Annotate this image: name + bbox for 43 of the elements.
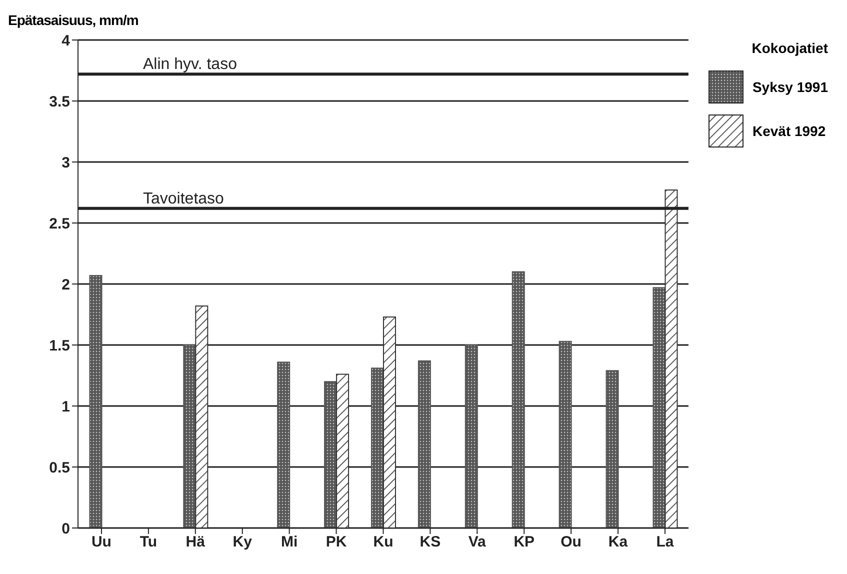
- y-tick-label: 3: [62, 154, 70, 172]
- x-tick-label: Tu: [140, 534, 158, 551]
- y-tick-label: 1.5: [49, 337, 70, 354]
- bar: [195, 305, 208, 528]
- x-tick-label: Hä: [186, 534, 206, 551]
- ref-line-label: Alin hyv. taso: [143, 56, 238, 74]
- y-tick-label: 1: [62, 398, 70, 416]
- y-tick-label: 2: [62, 276, 70, 294]
- ref-line-label: Tavoitetaso: [143, 190, 224, 208]
- x-tick-label: Va: [468, 534, 487, 551]
- y-tick-label: 4: [62, 32, 71, 50]
- legend-title: Kokoojatiet: [750, 40, 828, 56]
- bar: [183, 344, 196, 528]
- x-tick-label: Ka: [608, 534, 628, 551]
- bar: [664, 190, 678, 528]
- bar: [336, 374, 350, 528]
- bar: [558, 340, 572, 528]
- bar: [606, 370, 619, 528]
- x-tick-label: La: [656, 534, 674, 551]
- x-tick-label: Mi: [280, 534, 298, 551]
- bar: [652, 287, 666, 528]
- y-tick-label: 2.5: [49, 215, 70, 232]
- y-axis-title: Epätasaisuus, mm/m: [8, 12, 138, 28]
- x-tick-label: Ky: [232, 534, 253, 551]
- bar: [370, 368, 384, 528]
- bar: [418, 360, 431, 528]
- legend-label: Kevät 1992: [752, 123, 826, 139]
- x-tick-label: Ku: [373, 534, 394, 551]
- y-tick-label: 0.5: [49, 459, 70, 476]
- y-tick-label: 0: [62, 520, 70, 538]
- bar: [89, 274, 102, 528]
- x-tick-label: Uu: [91, 534, 112, 551]
- x-tick-label: KS: [420, 534, 441, 551]
- legend-label: Syksy 1991: [752, 79, 828, 95]
- bar: [277, 362, 290, 528]
- x-tick-label: PK: [326, 534, 347, 551]
- bar: [464, 344, 478, 528]
- x-tick-label: Ou: [560, 534, 582, 551]
- bar: [324, 381, 338, 528]
- bar: [382, 316, 396, 528]
- y-tick-label: 3.5: [49, 93, 70, 110]
- bar: [512, 271, 525, 528]
- x-tick-label: KP: [514, 534, 535, 551]
